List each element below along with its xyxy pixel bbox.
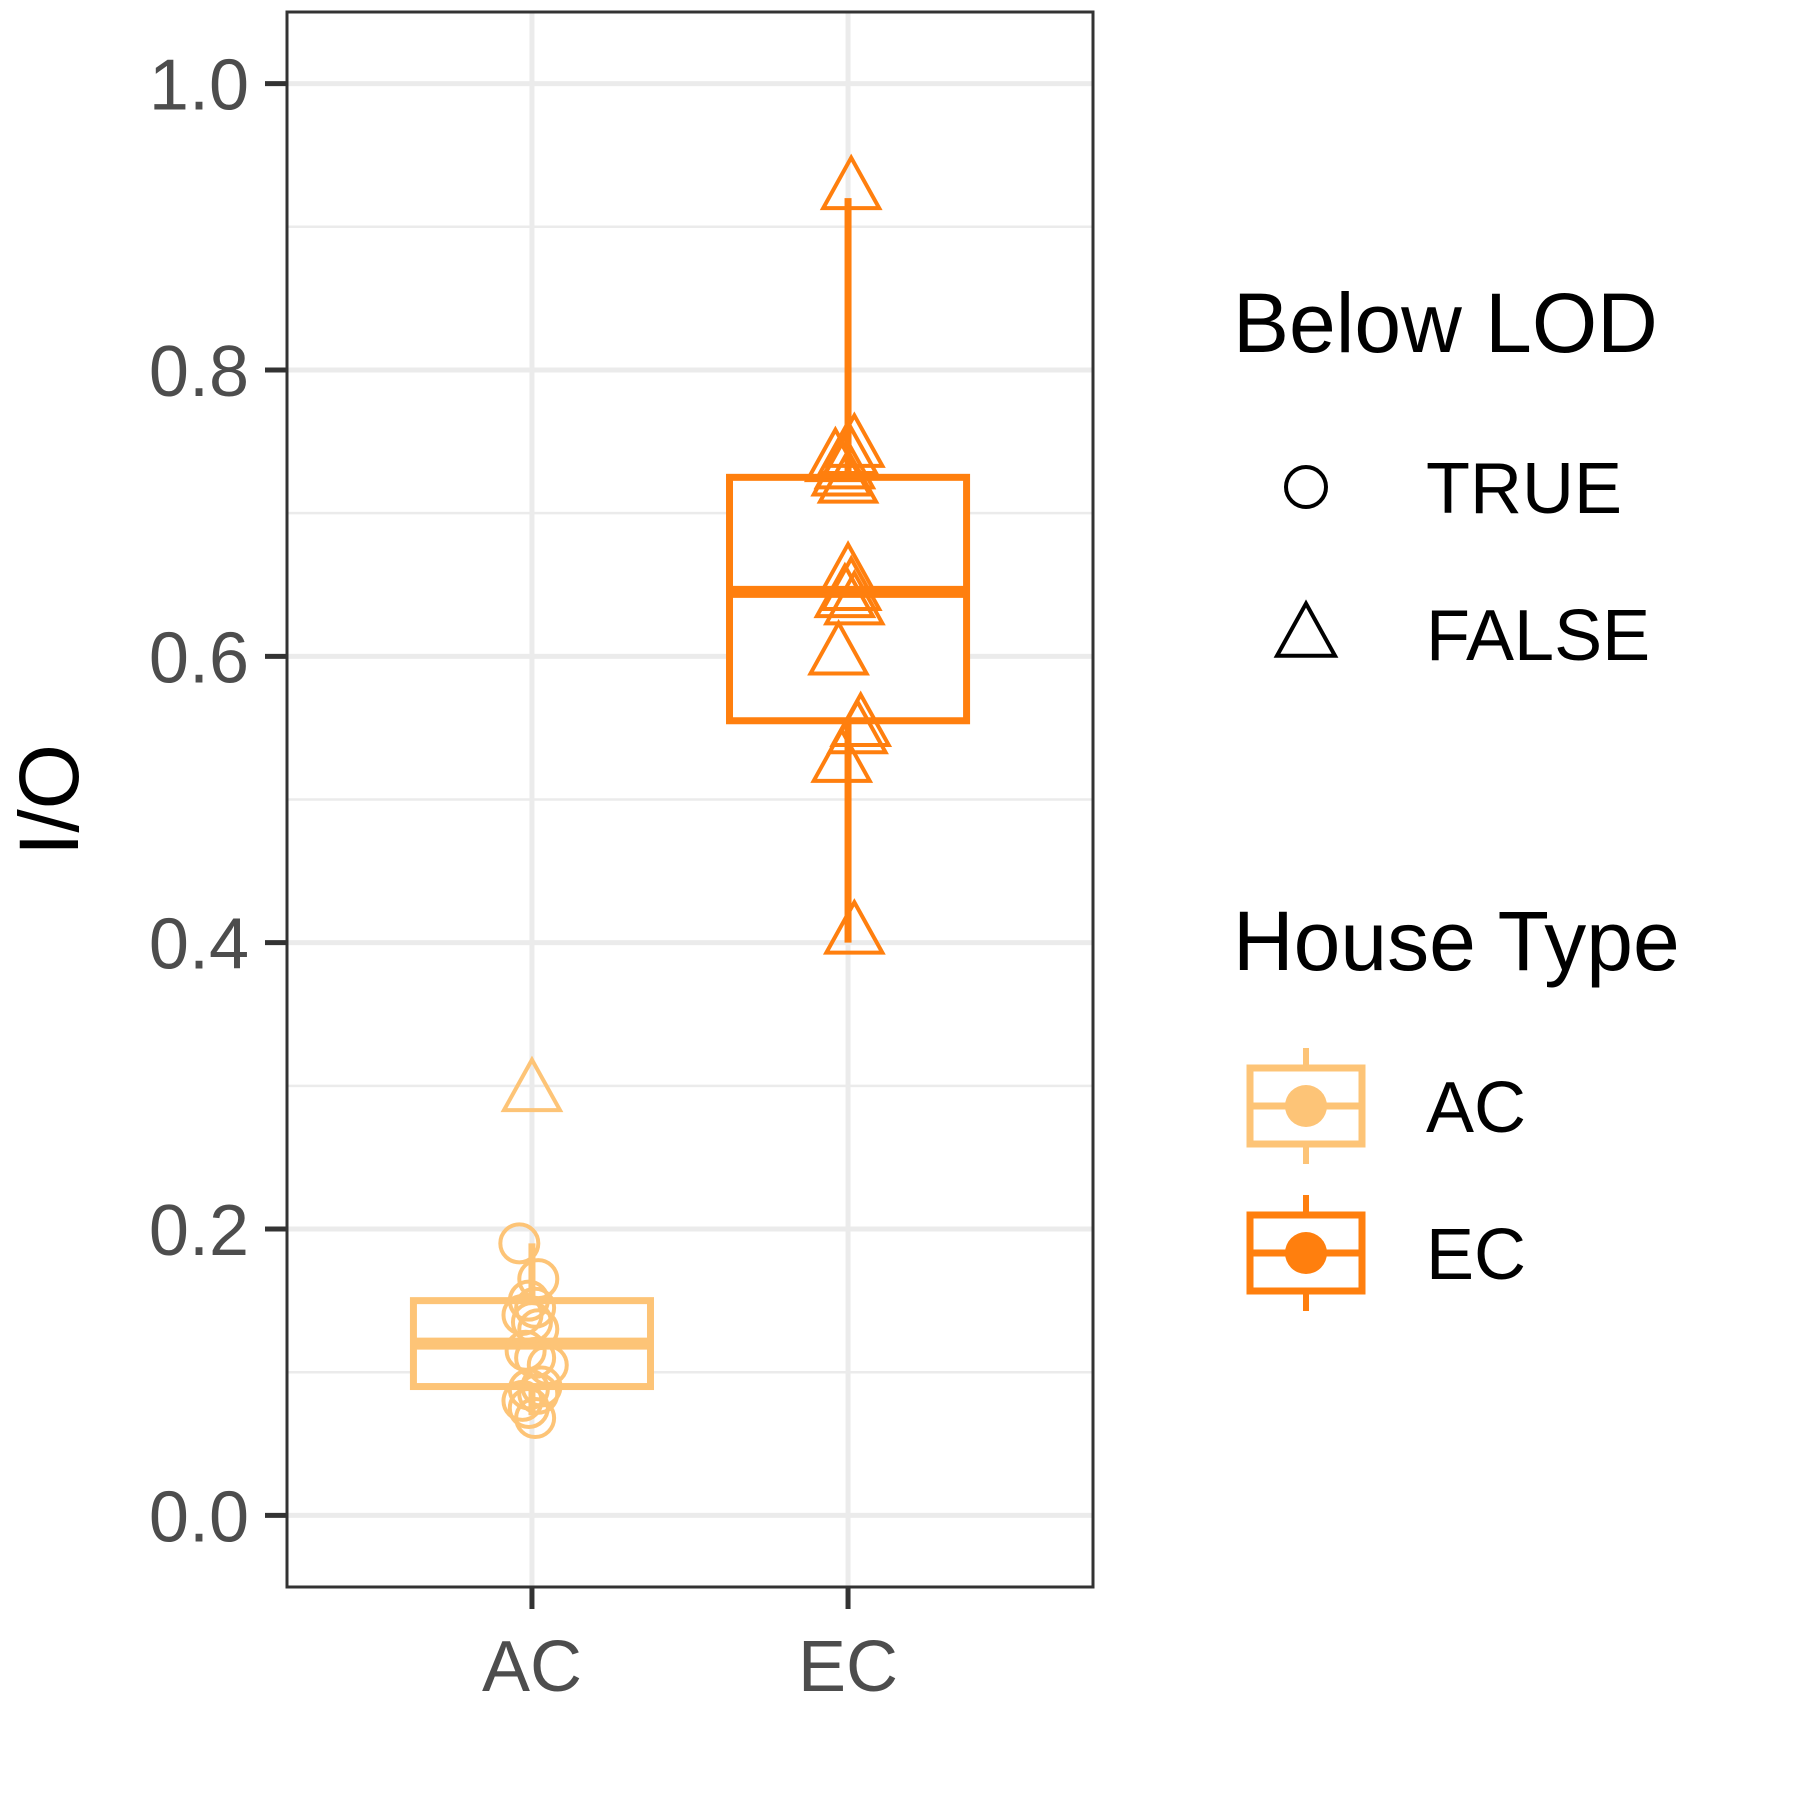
data-point-triangle xyxy=(822,898,886,955)
y-tick-label: 1.0 xyxy=(149,46,249,126)
x-tick-label: EC xyxy=(798,1627,898,1707)
legend-key-dot xyxy=(1285,1085,1327,1127)
y-axis-title: I/O xyxy=(2,744,96,856)
legend-key-dot xyxy=(1285,1232,1327,1274)
x-tick-label: AC xyxy=(482,1627,582,1707)
data-point-circle xyxy=(507,1387,550,1430)
data-point-triangle xyxy=(819,153,883,211)
grid-lines xyxy=(287,12,1093,1587)
legend-house-type: House Type AC EC xyxy=(1233,894,1680,1311)
legend-title: Below LOD xyxy=(1233,276,1658,370)
data-point-triangle xyxy=(810,439,874,497)
box-plots xyxy=(409,198,971,1416)
box-body xyxy=(726,473,971,725)
data-point-triangle xyxy=(816,540,880,597)
data-point-triangle xyxy=(816,418,880,475)
data-point-triangle xyxy=(813,561,877,619)
y-tick-label: 0.8 xyxy=(149,332,249,412)
y-tick-label: 0.2 xyxy=(149,1191,249,1271)
legend-title: House Type xyxy=(1233,894,1680,988)
legend-key-box-ec xyxy=(1246,1195,1366,1311)
box-ec xyxy=(726,198,971,943)
legend-label: AC xyxy=(1426,1068,1526,1148)
plot-panel-border xyxy=(285,10,1095,1589)
data-point-circle xyxy=(498,1222,541,1265)
data-point-triangle xyxy=(816,447,880,504)
legend-key-circle xyxy=(1284,465,1328,509)
y-tick-label: 0.4 xyxy=(149,905,249,985)
y-tick-label: 0.0 xyxy=(149,1477,249,1557)
y-axis: 0.0 0.2 0.4 0.6 0.8 1.0 xyxy=(149,46,287,1557)
data-points xyxy=(498,153,893,1440)
legend-label: TRUE xyxy=(1426,449,1622,529)
legend-label: EC xyxy=(1426,1215,1526,1295)
data-point-triangle xyxy=(826,697,889,755)
legend-key-box-ac xyxy=(1246,1048,1366,1164)
data-point-triangle xyxy=(807,618,870,676)
legend-below-lod: Below LOD TRUE FALSE xyxy=(1233,276,1658,676)
data-point-triangle xyxy=(819,554,883,612)
data-point-triangle xyxy=(822,568,886,626)
data-point-circle xyxy=(514,1397,557,1440)
legend-label: FALSE xyxy=(1426,596,1650,676)
data-point-triangle xyxy=(500,1055,564,1113)
legend: Below LOD TRUE FALSE House Type AC EC xyxy=(1233,276,1680,1311)
x-axis: AC EC xyxy=(482,1587,898,1707)
data-point-circle xyxy=(517,1258,560,1301)
y-tick-label: 0.6 xyxy=(149,618,249,698)
legend-key-triangle xyxy=(1273,599,1339,658)
data-point-triangle xyxy=(810,726,874,783)
